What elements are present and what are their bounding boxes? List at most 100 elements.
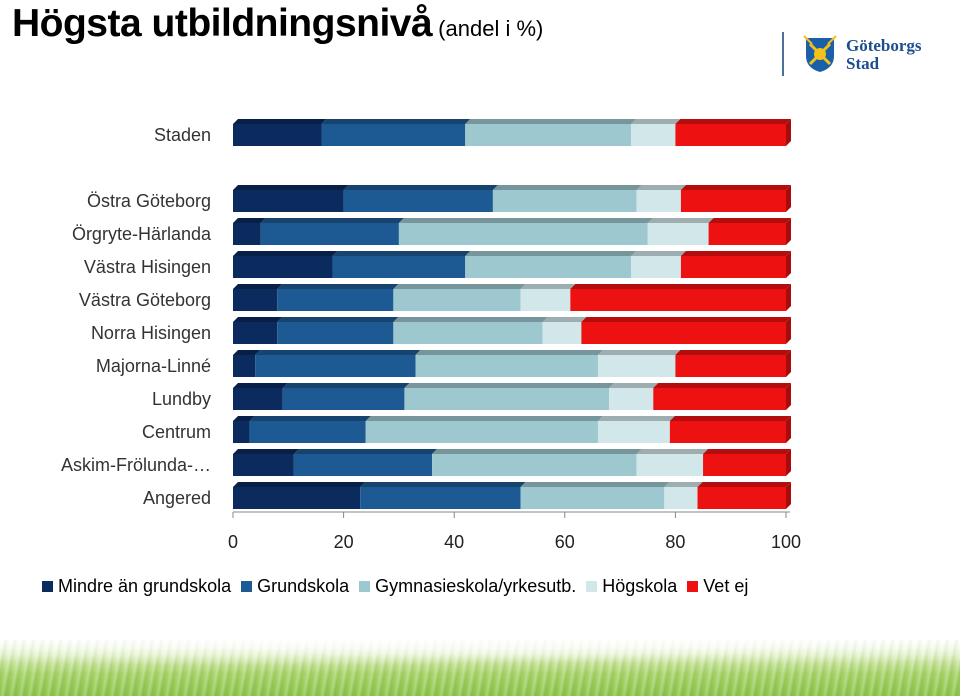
bar-segment-top: [233, 416, 255, 421]
bar-segment: [415, 355, 598, 377]
bar-segment: [609, 388, 654, 410]
bar-segment-top: [636, 449, 709, 454]
bar-segment-top: [393, 284, 526, 289]
bar-segment: [542, 322, 582, 344]
bar-segment-top: [664, 482, 703, 487]
bar-segment-top: [277, 284, 399, 289]
x-tick-label: 80: [665, 532, 685, 552]
bar-segment-top: [542, 317, 587, 322]
bar-segment-top: [332, 251, 471, 256]
bar-segment: [631, 256, 681, 278]
bar-segment-side: [786, 482, 791, 509]
bar-segment-top: [432, 449, 642, 454]
bar-segment-top: [609, 383, 659, 388]
coat-of-arms-icon: [803, 35, 837, 72]
bar-segment: [332, 256, 466, 278]
category-label: Centrum: [142, 422, 211, 442]
bar-segment-top: [260, 218, 404, 223]
chart-title-main: Högsta utbildningsnivå: [12, 2, 433, 45]
legend-item: Grundskola: [241, 576, 349, 597]
x-tick-label: 40: [444, 532, 464, 552]
bar-segment: [343, 190, 493, 212]
x-tick-label: 0: [228, 532, 238, 552]
bar-segment-top: [465, 251, 637, 256]
bar-segment-top: [680, 185, 791, 190]
category-label: Västra Hisingen: [84, 257, 211, 277]
chart-title: Högsta utbildningsnivå (andel i %): [12, 2, 543, 46]
bar-segment: [233, 421, 250, 443]
bar-segment: [675, 124, 786, 146]
bar-segment-top: [404, 383, 615, 388]
bar-segment-top: [636, 185, 686, 190]
bar-segment-side: [786, 119, 791, 146]
bar-segment-side: [786, 218, 791, 245]
bar-segment-top: [492, 185, 642, 190]
bar-segment-top: [597, 350, 681, 355]
bar-segment-side: [786, 251, 791, 278]
bar-segment-side: [786, 284, 791, 311]
bar-segment-top: [570, 284, 791, 289]
bar-segment-top: [581, 317, 791, 322]
bar-segment-top: [321, 119, 471, 124]
bar-segment: [708, 223, 786, 245]
bar-segment: [260, 223, 399, 245]
bar-segment: [465, 124, 632, 146]
bar-segment: [282, 388, 405, 410]
bar-segment-top: [708, 218, 791, 223]
legend-label: Vet ej: [703, 576, 749, 596]
bar-segment-side: [786, 350, 791, 377]
bar-segment-side: [786, 416, 791, 443]
bar-segment: [293, 454, 433, 476]
bar-segment: [233, 454, 294, 476]
bar-segment: [669, 421, 786, 443]
bar-segment-top: [415, 350, 603, 355]
chart-subtitle: (andel i %): [438, 16, 544, 41]
legend-label: Grundskola: [257, 576, 350, 596]
bar-segment: [465, 256, 632, 278]
bar-segment: [404, 388, 610, 410]
bar-segment: [277, 322, 394, 344]
bar-segment: [581, 322, 786, 344]
logo-text-line2: Stad: [846, 54, 880, 73]
bar-segment-top: [520, 482, 670, 487]
bar-segment-top: [233, 251, 338, 256]
legend-item: Vet ej: [687, 576, 748, 597]
bar-segment-top: [675, 350, 791, 355]
category-label: Västra Göteborg: [79, 290, 211, 310]
bar-segment-top: [277, 317, 399, 322]
bar-segment: [233, 388, 283, 410]
bar-segment-top: [249, 416, 371, 421]
bar-segment: [233, 355, 256, 377]
bar-segment: [703, 454, 786, 476]
bar-segment: [647, 223, 709, 245]
bar-segment-top: [398, 218, 653, 223]
legend-swatch: [687, 581, 699, 592]
bar-segment: [249, 421, 366, 443]
bar-segment-top: [675, 119, 791, 124]
x-tick-label: 100: [771, 532, 801, 552]
logo-divider: [782, 32, 784, 76]
bar-segment-top: [233, 218, 266, 223]
category-label: Östra Göteborg: [87, 191, 211, 211]
category-label: Staden: [154, 125, 211, 145]
bar-segment-top: [233, 317, 283, 322]
bar-segment: [393, 322, 543, 344]
stacked-bar-chart: Staden Östra Göteborg Örgryte-Härlanda Väst…: [61, 119, 801, 552]
bar-segment-top: [255, 350, 421, 355]
bar-segment-side: [786, 449, 791, 476]
bar-segment: [520, 487, 665, 509]
bar-segment: [233, 190, 344, 212]
bar-segment: [398, 223, 648, 245]
category-label: Örgryte-Härlanda: [72, 224, 212, 244]
bar-segment-top: [669, 416, 791, 421]
bar-segment: [233, 256, 333, 278]
bar-segment: [321, 124, 466, 146]
bar-segment: [365, 421, 598, 443]
bar-segment: [675, 355, 786, 377]
chart-legend: Mindre än grundskola Grundskola Gymnasiesk…: [42, 576, 758, 597]
bar-segment: [233, 124, 322, 146]
category-label: Lundby: [152, 389, 211, 409]
bar-segment-top: [631, 251, 686, 256]
legend-item: Högskola: [586, 576, 677, 597]
bar-segment-top: [520, 284, 576, 289]
